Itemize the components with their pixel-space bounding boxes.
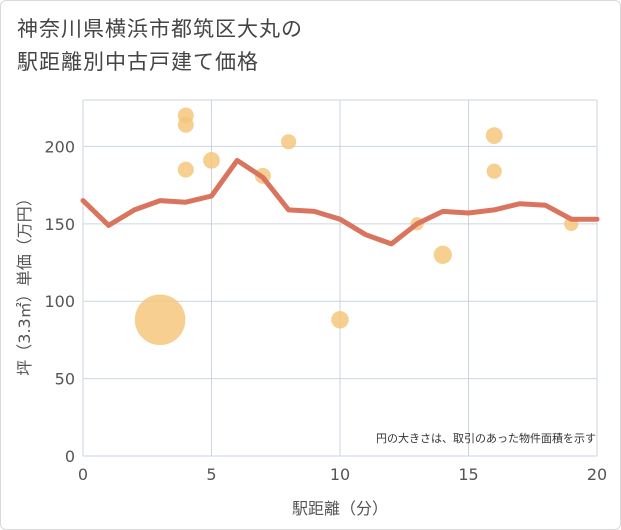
average-price-line	[80, 157, 600, 247]
bubble-point	[281, 134, 297, 150]
bubble-size-note: 円の大きさは、取引のあった物件面積を示す	[376, 431, 596, 445]
average-line-series	[80, 157, 600, 247]
bubble-point	[177, 161, 194, 178]
bubble-point	[485, 127, 503, 144]
chart-title: 神奈川県横浜市都筑区大丸の 駅距離別中古戸建て価格	[17, 13, 303, 79]
x-axis-ticks: 0 5 10 15 20	[78, 465, 607, 484]
chart-title-line-1: 神奈川県横浜市都筑区大丸の	[17, 17, 303, 41]
y-tick-label: 100	[44, 292, 75, 311]
y-tick-label: 0	[65, 447, 75, 466]
x-tick-label: 5	[206, 465, 216, 484]
x-tick-label: 20	[587, 465, 607, 484]
y-axis-title: 坪（3.3㎡）単価（万円）	[15, 190, 34, 375]
chart-title-line-2: 駅距離別中古戸建て価格	[17, 50, 259, 74]
y-axis-ticks: 0 50 100 150 200	[44, 137, 75, 466]
bubble-point	[433, 245, 452, 264]
y-tick-label: 200	[44, 137, 75, 156]
bubble-point	[177, 116, 194, 133]
bubble-point	[331, 311, 349, 329]
y-tick-label: 150	[44, 215, 75, 234]
x-tick-label: 15	[458, 465, 478, 484]
y-tick-label: 50	[55, 370, 75, 389]
bubble-point	[203, 151, 220, 169]
grid-lines	[82, 99, 598, 457]
bubble-point	[134, 294, 186, 346]
bubble-point	[486, 163, 502, 179]
x-tick-label: 10	[330, 465, 350, 484]
x-axis-title: 駅距離（分）	[292, 499, 388, 518]
x-tick-label: 0	[78, 465, 88, 484]
